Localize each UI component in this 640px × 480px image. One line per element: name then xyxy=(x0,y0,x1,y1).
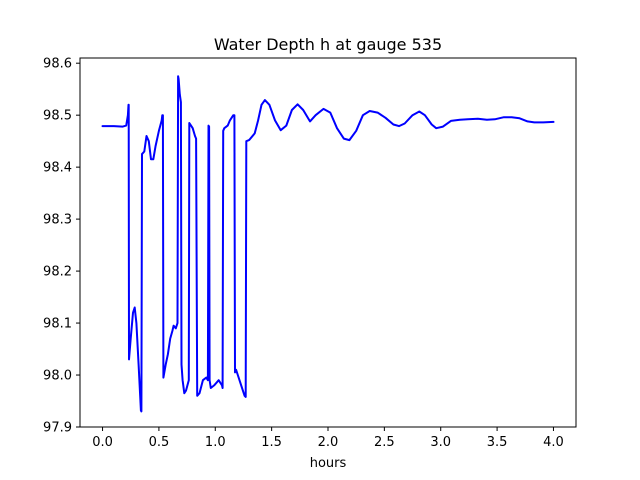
y-tick-label: 97.9 xyxy=(43,421,72,436)
x-tick-label: 1.5 xyxy=(261,435,282,450)
x-axis-label: hours xyxy=(310,456,347,471)
y-tick-label: 98.1 xyxy=(43,317,72,332)
x-tick-label: 0.5 xyxy=(149,435,170,450)
x-axis: 0.0 0.5 1.0 1.5 2.0 2.5 3.0 3.5 4.0 xyxy=(92,427,564,450)
y-tick-label: 98.0 xyxy=(43,369,72,384)
y-tick-label: 98.2 xyxy=(43,265,72,280)
x-tick-label: 1.0 xyxy=(205,435,226,450)
y-axis: 97.9 98.0 98.1 98.2 98.3 98.4 98.5 98.6 xyxy=(43,57,80,436)
y-tick-label: 98.6 xyxy=(43,57,72,72)
series-line-water-depth xyxy=(101,75,555,413)
x-tick-label: 2.5 xyxy=(374,435,395,450)
x-tick-label: 3.5 xyxy=(487,435,508,450)
x-tick-label: 2.0 xyxy=(318,435,339,450)
chart-title: Water Depth h at gauge 535 xyxy=(214,35,442,54)
x-tick-label: 0.0 xyxy=(92,435,113,450)
y-tick-label: 98.4 xyxy=(43,161,72,176)
x-tick-label: 3.0 xyxy=(430,435,451,450)
x-tick-label: 4.0 xyxy=(543,435,564,450)
plot-area xyxy=(79,57,577,428)
y-tick-label: 98.3 xyxy=(43,213,72,228)
y-tick-label: 98.5 xyxy=(43,109,72,124)
